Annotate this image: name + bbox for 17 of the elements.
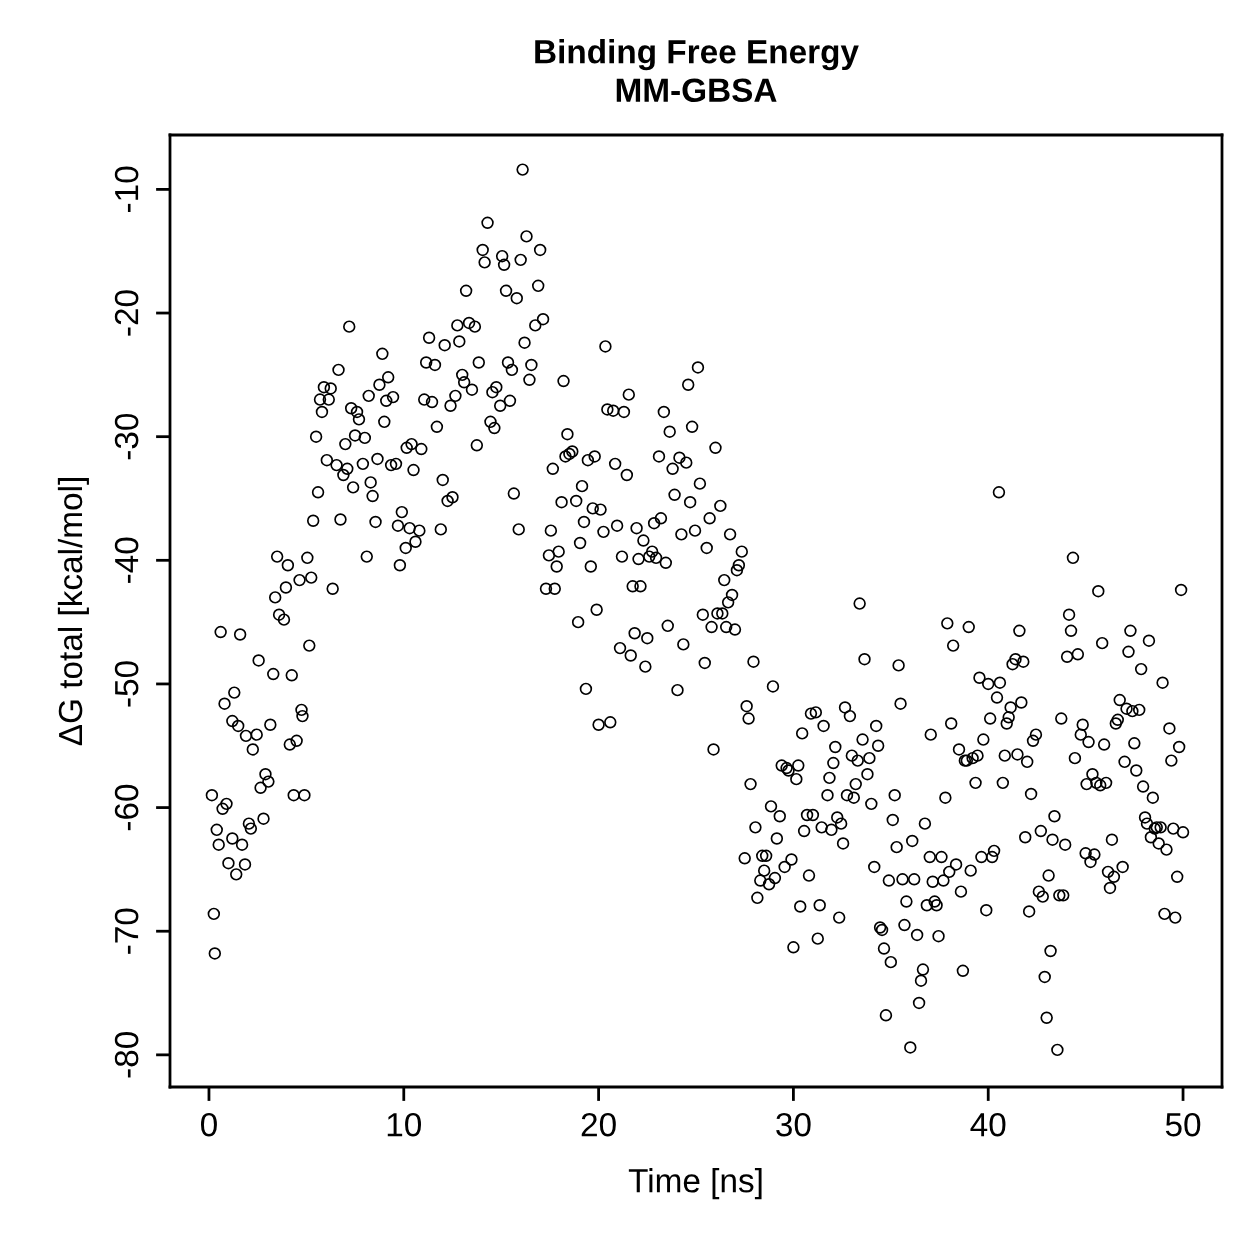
y-tick-label: -30 [114,413,139,460]
x-tick-label: 20 [581,1112,616,1137]
y-tick-label: -70 [114,908,139,954]
y-tick-label: -10 [114,166,139,213]
y-tick-label: -80 [114,1032,139,1078]
y-tick-label: -20 [114,290,139,336]
x-axis-title: Time [ns] [628,1168,762,1200]
x-tick-label: 40 [970,1112,1006,1137]
y-tick-label: -60 [114,784,139,831]
x-tick-label: 30 [776,1112,811,1137]
x-tick-label: 0 [201,1112,217,1137]
y-axis-title: ΔG total [kcal/mol] [57,478,89,746]
y-tick-label: -40 [114,537,139,583]
y-tick-label: -50 [114,661,139,707]
chart-title: Binding Free Energy MM-GBSA [535,39,859,102]
x-tick-label: 10 [387,1112,422,1137]
x-tick-label: 50 [1165,1112,1201,1137]
